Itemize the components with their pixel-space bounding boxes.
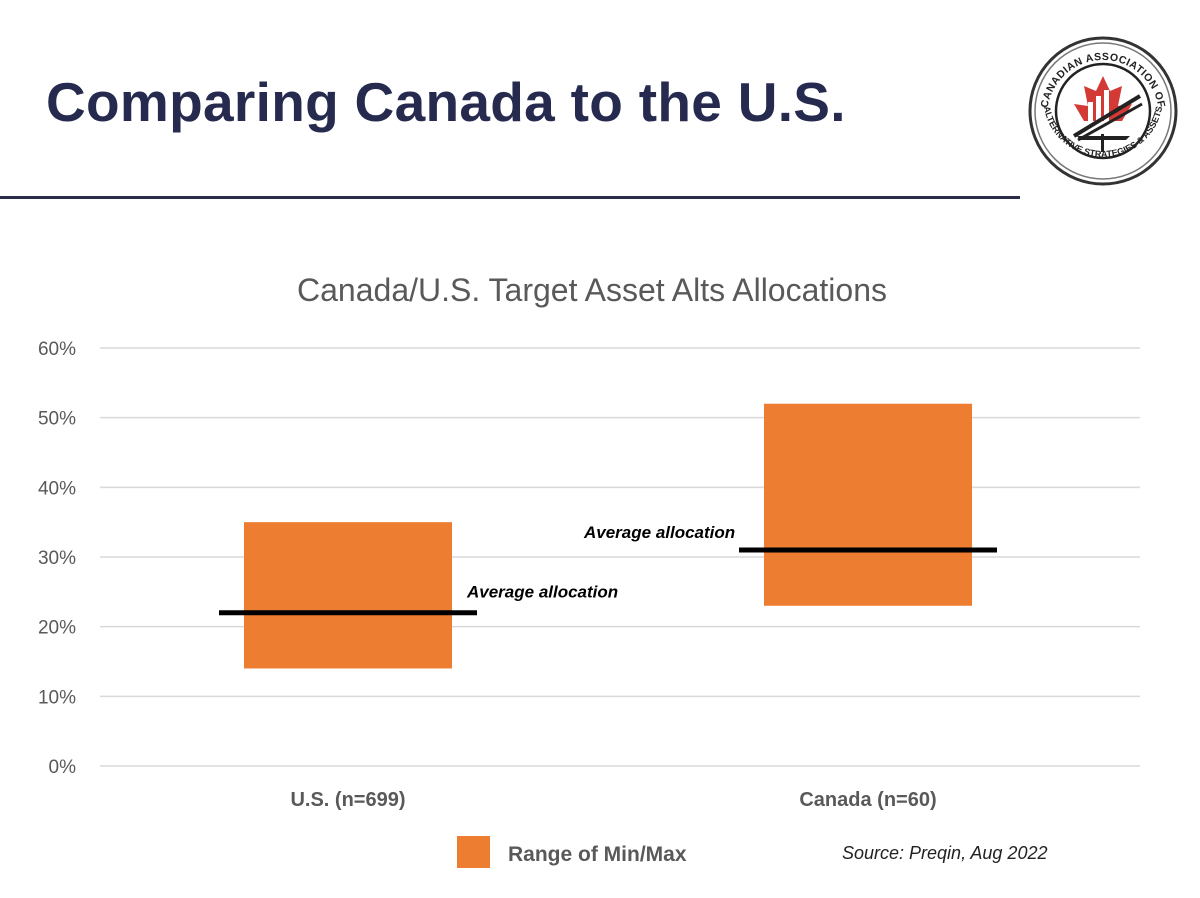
slide-title: Comparing Canada to the U.S. [46,71,846,133]
legend-swatch [457,836,490,868]
y-tick-label: 40% [38,478,76,499]
y-tick-label: 50% [38,409,76,430]
average-label: Average allocation [466,583,618,602]
range-bar [244,522,452,669]
title-divider [0,196,1020,199]
source-note: Source: Preqin, Aug 2022 [842,843,1048,863]
x-tick-label: U.S. (n=699) [290,789,405,811]
y-tick-label: 30% [38,548,76,569]
average-label: Average allocation [583,523,735,542]
y-tick-label: 0% [49,757,77,778]
y-tick-label: 20% [38,618,76,639]
legend-label: Range of Min/Max [508,843,687,866]
y-tick-label: 10% [38,687,76,708]
association-logo-icon: CANADIAN ASSOCIATION OF ALTERNATIVE STRA… [1028,36,1178,186]
x-tick-label: Canada (n=60) [799,789,936,811]
y-tick-label: 60% [38,339,76,360]
chart-title: Canada/U.S. Target Asset Alts Allocation… [297,272,887,308]
range-bar [764,403,972,606]
